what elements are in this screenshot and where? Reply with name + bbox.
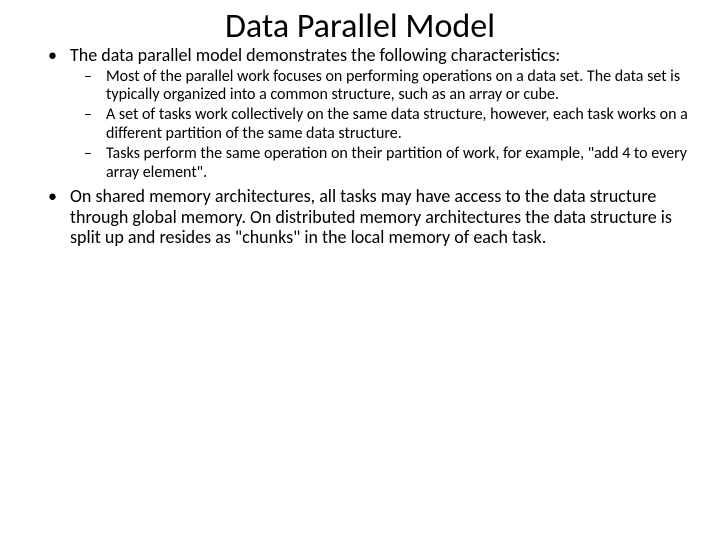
sub-bullet-text: A set of tasks work collectively on the … xyxy=(106,105,688,142)
slide: Data Parallel Model The data parallel mo… xyxy=(0,0,720,540)
bullet-text: On shared memory architectures, all task… xyxy=(70,185,672,248)
slide-title: Data Parallel Model xyxy=(0,6,720,47)
sub-bullet-item: Most of the parallel work focuses on per… xyxy=(106,68,690,105)
sub-bullet-text: Most of the parallel work focuses on per… xyxy=(106,67,680,104)
bullet-item: On shared memory architectures, all task… xyxy=(70,186,690,248)
slide-content: The data parallel model demonstrates the… xyxy=(0,45,720,248)
sub-bullet-item: A set of tasks work collectively on the … xyxy=(106,106,690,143)
bullet-text: The data parallel model demonstrates the… xyxy=(70,44,560,66)
bullet-list-level1: The data parallel model demonstrates the… xyxy=(30,45,690,248)
sub-bullet-text: Tasks perform the same operation on thei… xyxy=(106,144,687,181)
bullet-list-level2: Most of the parallel work focuses on per… xyxy=(70,68,690,182)
bullet-item: The data parallel model demonstrates the… xyxy=(70,45,690,182)
title-region: Data Parallel Model xyxy=(0,0,720,47)
sub-bullet-item: Tasks perform the same operation on thei… xyxy=(106,145,690,182)
